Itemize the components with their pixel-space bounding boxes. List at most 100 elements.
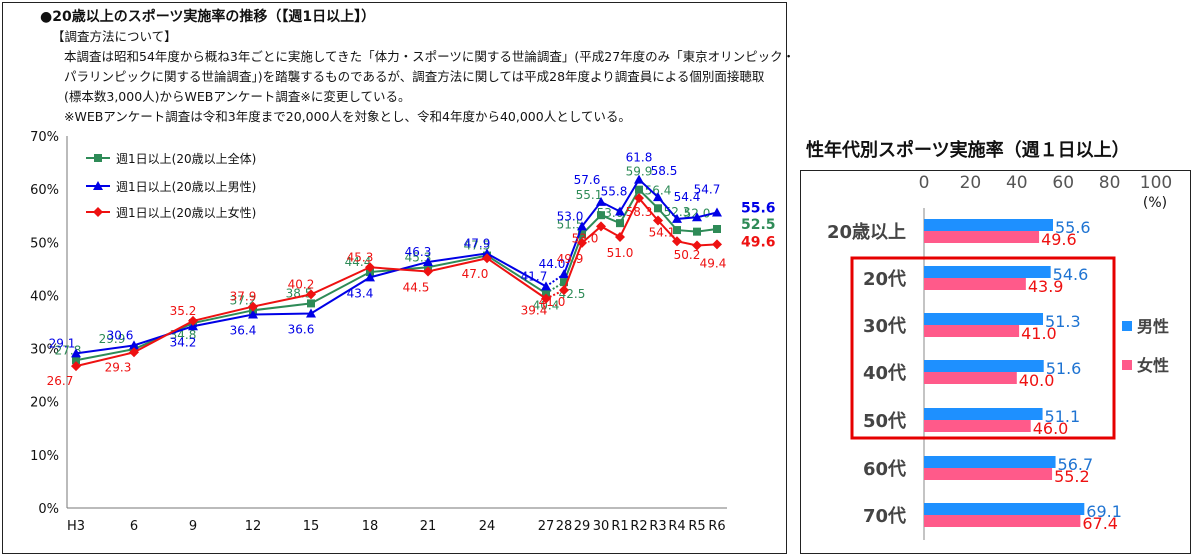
data-point (634, 193, 644, 204)
data-point (423, 266, 433, 277)
legend-swatch (1122, 321, 1132, 331)
data-label: 44.4 (345, 255, 372, 269)
data-label: 54.7 (694, 182, 721, 196)
data-point (71, 361, 81, 372)
y-tick-label: 30% (30, 343, 59, 358)
data-label: 55.2 (1054, 467, 1090, 486)
legend-label: 女性 (1137, 356, 1169, 375)
x-tick-label: 27 (538, 519, 555, 534)
x-tick-label: R1 (611, 519, 628, 534)
x-tick-label: 100 (1140, 173, 1172, 193)
data-label: 49.9 (557, 252, 584, 266)
line-chart: 0%10%20%30%40%50%60%70%H3 6 9 12 15 18 21 24 27 2… (30, 130, 776, 534)
data-label: 53.0 (572, 231, 599, 245)
data-label: 53.0 (557, 209, 584, 223)
data-point (248, 301, 258, 312)
data-point (635, 185, 643, 194)
bar (924, 408, 1043, 420)
data-label: 51.0 (607, 246, 634, 260)
data-label: 47.0 (462, 267, 489, 281)
data-label: 59.9 (626, 165, 653, 179)
data-point (559, 285, 569, 296)
data-label: 51.6 (1046, 359, 1082, 378)
bar (924, 468, 1053, 480)
data-label: 56.4 (645, 183, 672, 197)
bar (924, 325, 1020, 337)
data-label: 49.6 (741, 234, 776, 250)
legend-swatch (1122, 360, 1132, 370)
bar (924, 503, 1085, 515)
data-point (129, 340, 139, 350)
data-label: 44.0 (539, 257, 566, 271)
x-tick-label: 18 (362, 519, 379, 534)
x-tick-label: 24 (479, 519, 496, 534)
data-point (482, 248, 492, 258)
data-point (423, 256, 433, 266)
data-label: 54.6 (1053, 265, 1089, 284)
data-label: 37.9 (230, 290, 257, 304)
data-label: 54.4 (674, 190, 701, 204)
x-tick-label: 20 (960, 173, 982, 193)
x-tick-label: 80 (1099, 173, 1121, 193)
data-point (713, 225, 721, 233)
data-label: 56.7 (1058, 455, 1094, 474)
x-tick-label: 29 (574, 519, 591, 534)
category-label: 30代 (863, 316, 906, 337)
x-tick-label: 30 (593, 519, 610, 534)
data-label: 40.4 (533, 298, 560, 312)
data-point (615, 206, 625, 216)
data-point (188, 315, 198, 326)
category-label: 20代 (863, 269, 906, 290)
data-point (248, 309, 258, 319)
data-label: 36.4 (230, 324, 257, 338)
data-label: 67.4 (1082, 514, 1118, 533)
legend-marker (94, 154, 102, 162)
data-label: 52.3 (664, 205, 691, 219)
data-label: 40.2 (288, 277, 315, 291)
x-tick-label: 40 (1006, 173, 1028, 193)
data-label: 49.6 (1041, 230, 1077, 249)
data-point (578, 230, 586, 239)
data-point (129, 347, 139, 358)
legend-marker (93, 207, 103, 217)
data-label: 47.5 (464, 239, 491, 253)
data-label: 69.1 (1086, 502, 1122, 521)
highlight-frame (850, 256, 1116, 440)
data-point (615, 231, 625, 242)
data-point (597, 211, 605, 220)
legend-label: 週1日以上(20歳以上全体) (116, 151, 256, 166)
data-point (541, 293, 551, 304)
bar (924, 360, 1044, 372)
x-tick-label: 12 (245, 519, 262, 534)
data-label: 44.5 (403, 281, 430, 295)
data-label: 45.3 (347, 250, 374, 264)
x-tick-label: R2 (630, 519, 647, 534)
data-label: 55.1 (576, 188, 603, 202)
data-label: 43.9 (1028, 277, 1064, 296)
data-point (596, 221, 606, 232)
data-label: 51.1 (1045, 407, 1081, 426)
data-point (577, 237, 587, 248)
bar (924, 456, 1056, 468)
data-point (672, 213, 682, 223)
data-point (577, 221, 587, 231)
data-point (559, 269, 569, 279)
method-line-1: 本調査は昭和54年度から概ね3年ごとに実施してきた「体力・スポーツに関する世論調… (64, 49, 795, 64)
y-tick-label: 60% (30, 183, 59, 198)
data-label: 36.6 (288, 322, 315, 336)
data-label: 41.0 (539, 295, 566, 309)
data-point (482, 253, 492, 264)
data-label: 55.6 (741, 201, 776, 217)
bar (924, 278, 1026, 290)
method-line-2: パラリンピックに関する世論調査」)を踏襲するものであるが、調査方法に関しては平成… (64, 69, 765, 84)
y-tick-label: 10% (30, 449, 59, 464)
method-line-4: ※WEBアンケート調査は令和3年度まで20,000人を対象とし、令和4年度から4… (64, 109, 631, 124)
data-label: 43.4 (347, 286, 374, 300)
bar (924, 313, 1044, 325)
legend-label: 週1日以上(20歳以上女性) (116, 205, 256, 220)
data-label: 49.4 (700, 256, 727, 270)
x-tick-label: 21 (420, 519, 437, 534)
category-label: 40代 (863, 363, 906, 384)
category-label: 20歳以上 (827, 222, 906, 243)
x-tick-label: R6 (708, 519, 725, 534)
